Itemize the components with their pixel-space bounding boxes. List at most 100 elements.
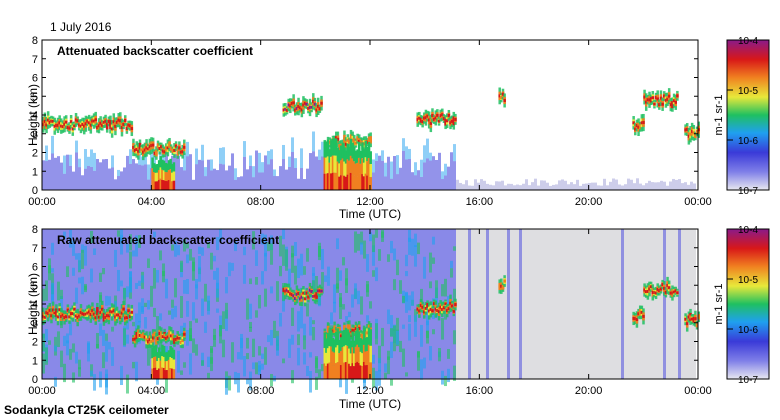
cloud-cell (669, 291, 673, 295)
y-tick-label: 1 (32, 166, 38, 178)
backscatter-cell (375, 323, 378, 345)
cloud-cell (81, 312, 84, 316)
backscatter-cell (72, 240, 75, 256)
backscatter-cell (495, 229, 498, 379)
backscatter-cell (399, 229, 402, 379)
precip-cell (167, 359, 171, 370)
precip-cell (359, 365, 363, 379)
backscatter-cell (315, 276, 318, 290)
cloud-cell (285, 288, 289, 292)
precip-cell (333, 339, 336, 353)
precip-cell (344, 345, 348, 363)
cloud-cell (643, 95, 646, 99)
backscatter-cell (261, 172, 264, 190)
cloud-cell (168, 143, 171, 147)
cloud-cell (45, 123, 48, 127)
backscatter-cell (75, 351, 78, 364)
backscatter-cell (330, 312, 333, 325)
precip-cell (339, 337, 343, 352)
backscatter-cell (312, 267, 315, 276)
backscatter-cell (552, 229, 555, 379)
backscatter-cell (204, 283, 207, 302)
backscatter-cell (126, 244, 129, 253)
y-tick-label: 2 (32, 148, 38, 160)
backscatter-cell (252, 231, 255, 250)
backscatter-cell (249, 155, 252, 166)
backscatter-cell (135, 313, 138, 330)
cloud-cell (644, 100, 648, 104)
precip-cell (362, 149, 366, 163)
backscatter-cell (306, 168, 309, 190)
backscatter-cell (267, 242, 270, 252)
backscatter-cell (681, 183, 684, 190)
backscatter-cell (201, 298, 204, 316)
backscatter-cell (546, 182, 549, 190)
backscatter-cell (129, 229, 132, 379)
backscatter-cell (312, 131, 315, 152)
backscatter-cell (201, 352, 204, 366)
backscatter-cell (555, 229, 558, 379)
backscatter-cell (378, 358, 381, 372)
backscatter-cell (468, 229, 471, 379)
precip-cell (331, 351, 335, 366)
backscatter-cell (576, 179, 579, 190)
cloud-cell (302, 103, 305, 107)
backscatter-cell (123, 167, 126, 190)
backscatter-cell (114, 179, 117, 190)
cloud-cell (137, 332, 140, 336)
backscatter-cell (564, 229, 567, 379)
backscatter-cell (603, 178, 606, 190)
backscatter-cell (219, 147, 222, 164)
x-tick-label: 08:00 (247, 196, 275, 208)
precip-cell (325, 352, 328, 366)
backscatter-cell (297, 311, 300, 332)
backscatter-cell (225, 376, 228, 395)
cloud-cell (426, 114, 429, 118)
backscatter-cell (111, 347, 114, 366)
backscatter-cell (261, 271, 264, 285)
cloud-cell (86, 311, 89, 315)
backscatter-cell (162, 270, 165, 283)
backscatter-cell (459, 229, 462, 379)
cloud-cell (343, 137, 346, 141)
cloud-cell (364, 334, 368, 338)
precip-cell (367, 327, 371, 345)
cloud-cell (46, 311, 50, 315)
cloud-cell (284, 289, 287, 293)
backscatter-cell (396, 155, 399, 175)
cloud-cell (163, 150, 166, 154)
backscatter-cell (174, 305, 177, 318)
cloud-cell (146, 147, 150, 151)
backscatter-cell (654, 182, 657, 190)
backscatter-cell (228, 262, 231, 277)
backscatter-cell (564, 180, 567, 190)
x-tick-label: 08:00 (247, 385, 275, 397)
cloud-cell (124, 316, 127, 320)
backscatter-cell (291, 307, 294, 326)
backscatter-cell (510, 229, 513, 379)
backscatter-cell (93, 248, 96, 255)
cloud-cell (71, 312, 75, 316)
cloud-cell (173, 148, 176, 152)
cloud-cell (658, 103, 661, 107)
precip-cell (351, 363, 354, 379)
backscatter-cell (636, 229, 639, 379)
backscatter-cell (396, 330, 399, 345)
precip-cell (353, 366, 356, 379)
cloud-cell (454, 303, 457, 307)
cloud-cell (427, 118, 431, 122)
backscatter-cell (639, 229, 642, 379)
precip-cell (361, 353, 364, 367)
backscatter-cell (249, 321, 252, 328)
cloud-cell (694, 134, 697, 138)
cloud-cell (671, 291, 674, 295)
backscatter-cell (528, 185, 531, 190)
date-label: 1 July 2016 (50, 20, 112, 34)
cloud-cell (661, 102, 664, 106)
backscatter-cell (222, 164, 225, 190)
backscatter-cell (186, 300, 189, 317)
backscatter-cell (660, 229, 663, 379)
cloud-cell (294, 297, 297, 301)
cloud-cell (637, 125, 640, 129)
precip-cell (351, 331, 354, 348)
